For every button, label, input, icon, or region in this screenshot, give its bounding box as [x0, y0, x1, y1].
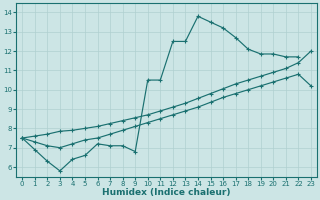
- X-axis label: Humidex (Indice chaleur): Humidex (Indice chaleur): [102, 188, 231, 197]
